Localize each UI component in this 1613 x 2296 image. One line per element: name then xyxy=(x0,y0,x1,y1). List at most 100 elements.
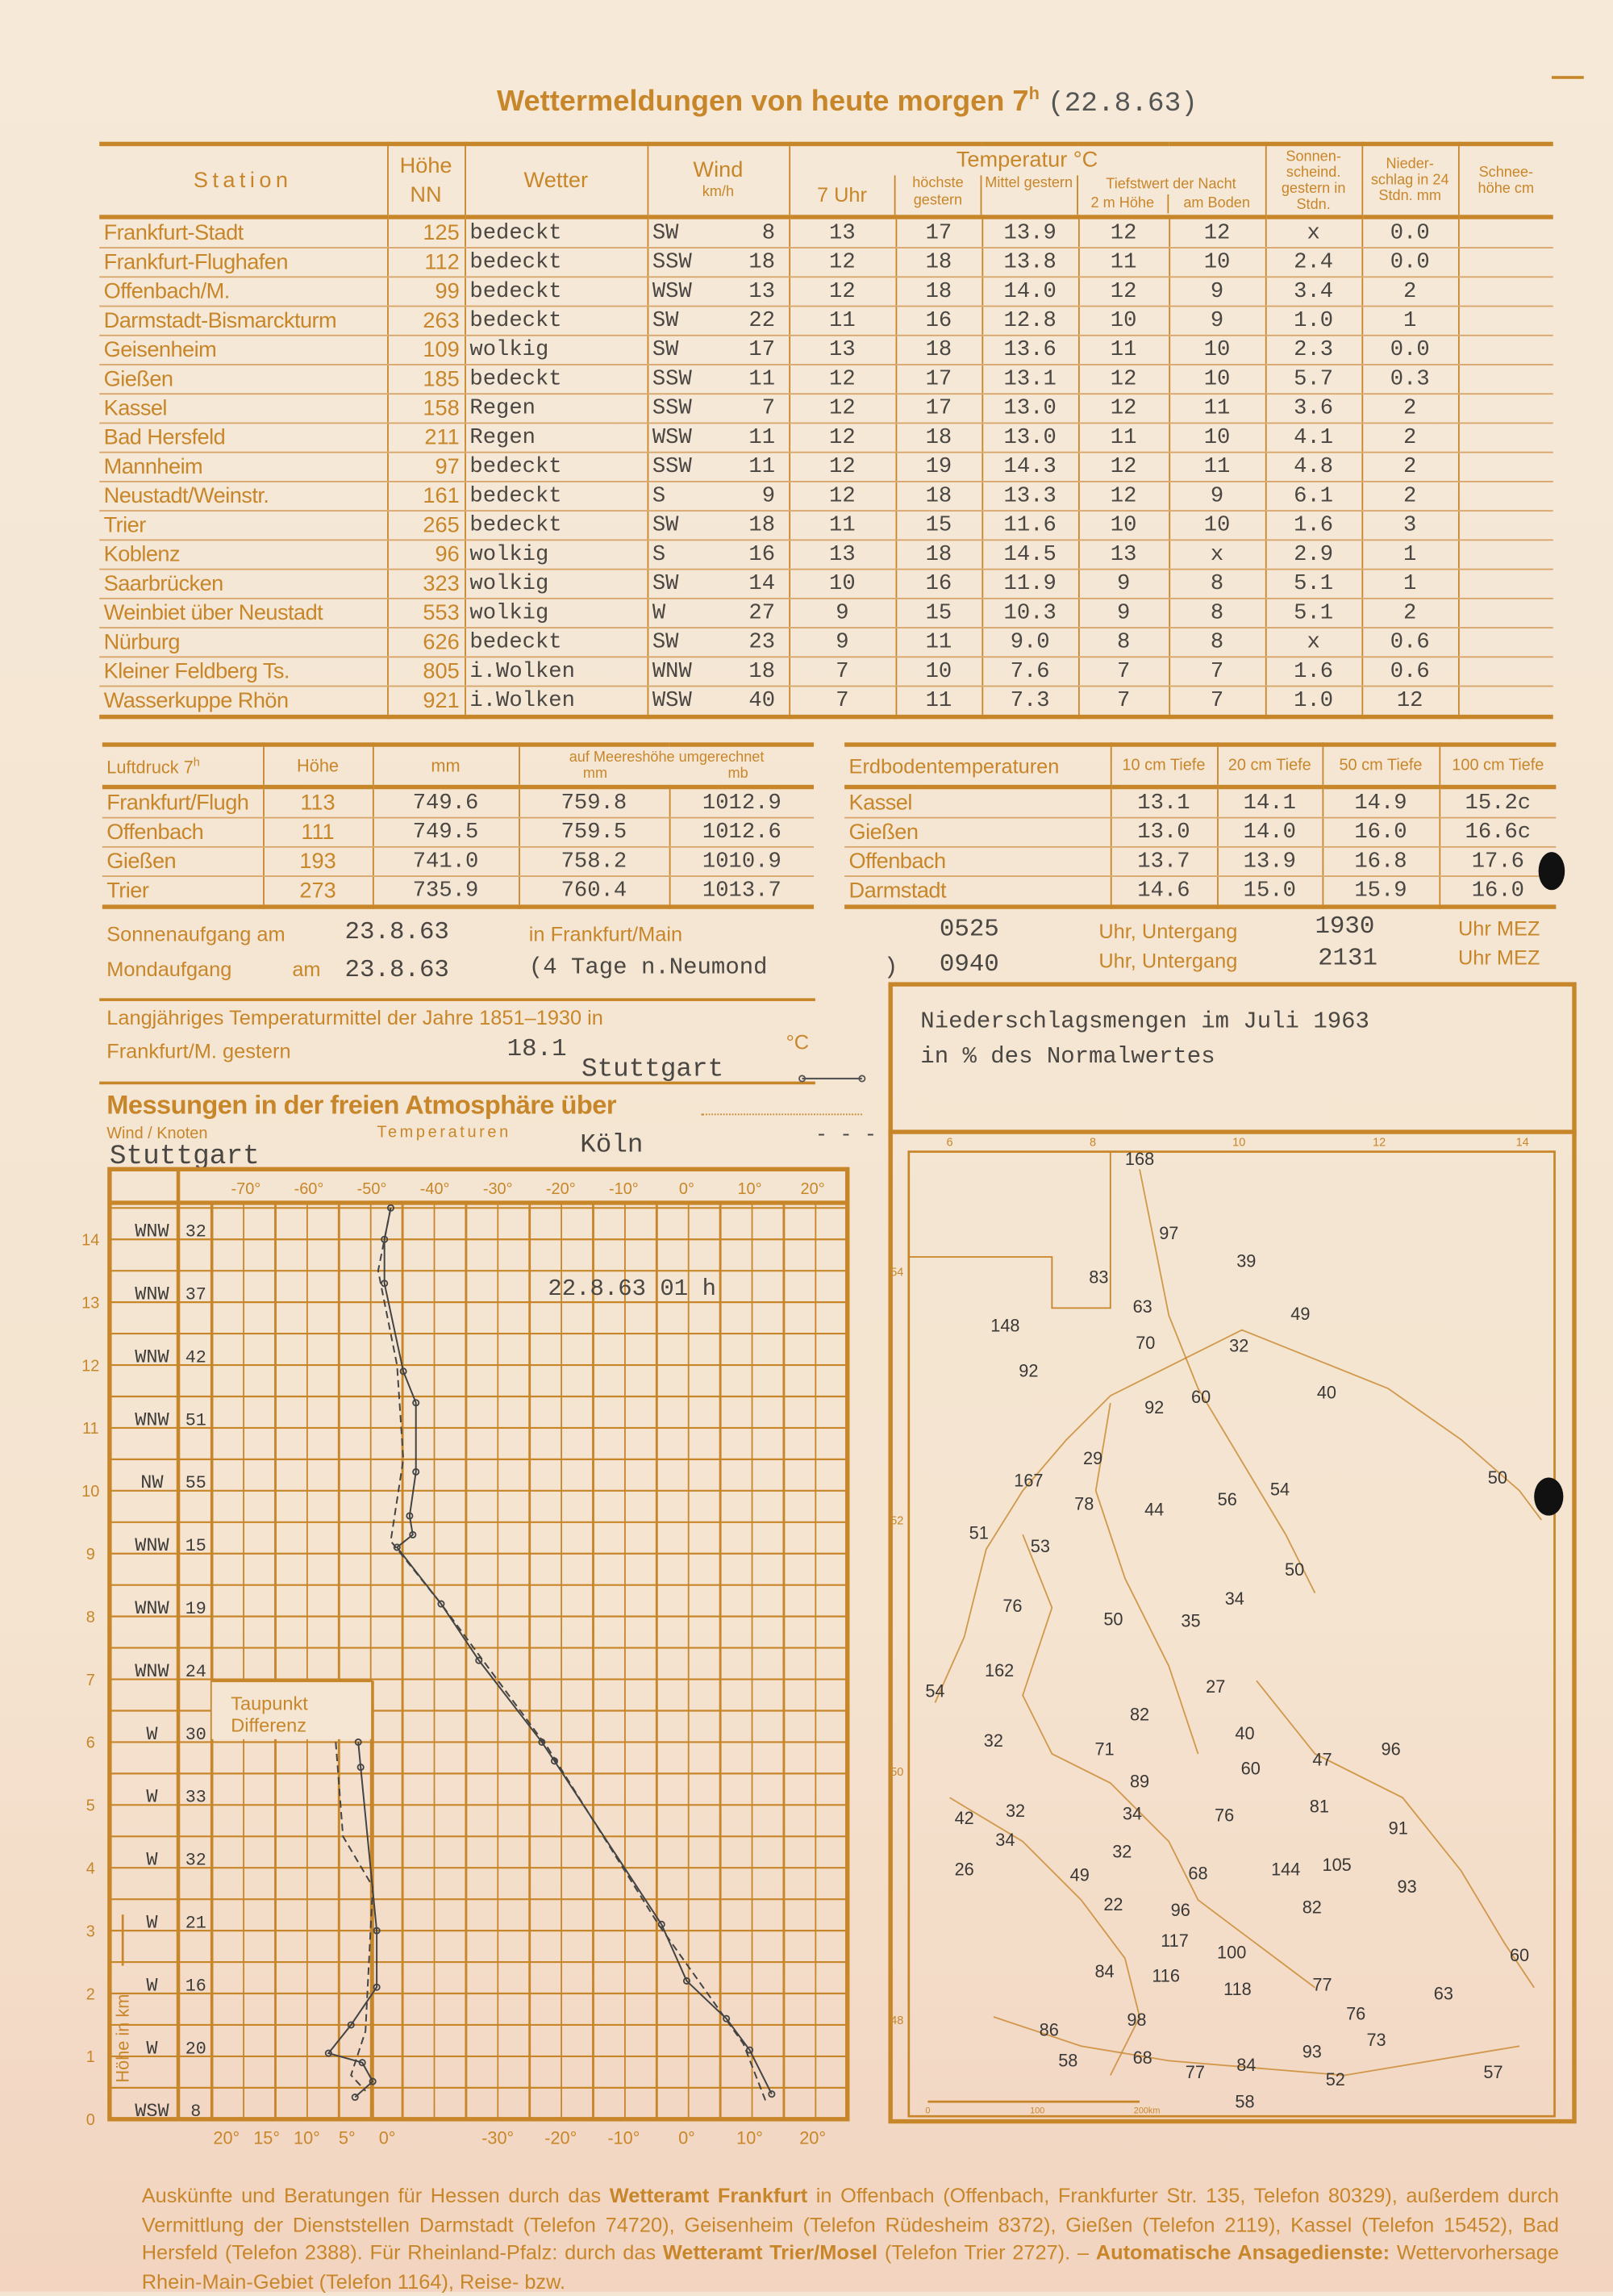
wind-speed: 11 xyxy=(748,454,776,480)
height-tick: 7 xyxy=(86,1672,95,1689)
temp-7h: 12 xyxy=(788,452,896,482)
dewpoint-label: Taupunkt xyxy=(231,1693,308,1714)
wind-speed-knots: 32 xyxy=(185,1222,206,1242)
wind-direction: W xyxy=(146,1850,158,1872)
soil-depth-header: 20 cm Tiefe xyxy=(1216,745,1323,790)
sounding-timestamp: 22.8.63 01 h xyxy=(548,1275,716,1302)
longitude-label: 10 xyxy=(1232,1136,1245,1149)
sea-mm: mm xyxy=(582,766,608,783)
wind-dir: W xyxy=(652,600,666,626)
precip: 0.6 xyxy=(1361,657,1458,687)
wind-direction: W xyxy=(146,1724,158,1746)
station-height: 265 xyxy=(386,511,465,541)
wind-speed: 8 xyxy=(761,220,776,246)
temp-min-ground: 9 xyxy=(1168,306,1265,336)
height-tick: 8 xyxy=(86,1609,95,1626)
wind-dir: SW xyxy=(652,220,679,246)
soil-row: Darmstadt 14.6 15.0 15.9 16.0 xyxy=(844,876,1557,908)
wind-speed-knots: 19 xyxy=(185,1599,206,1619)
temp-line-stuttgart-point xyxy=(409,1530,417,1538)
temp-min-2m: 12 xyxy=(1077,217,1169,248)
station-height: 211 xyxy=(386,423,465,453)
header-wind: Wind km/h xyxy=(646,144,790,219)
wind-dir: SSW xyxy=(652,366,692,392)
wind-speed: 11 xyxy=(748,366,776,392)
sunrise-label: Sonnenaufgang am xyxy=(106,922,286,946)
dewpoint-tick: 0° xyxy=(379,2128,396,2148)
precip-value: 39 xyxy=(1236,1251,1256,1271)
precip: 2 xyxy=(1361,452,1458,482)
top-temp-tick: -70° xyxy=(231,1180,261,1198)
dewpoint-tick: 10° xyxy=(294,2128,320,2148)
station-name: Darmstadt-Bismarckturm xyxy=(99,306,388,336)
sunshine: 4.8 xyxy=(1264,452,1362,482)
sunshine: 1.0 xyxy=(1264,306,1362,336)
temp-mean: 9.0 xyxy=(981,628,1078,658)
header-sonne: Sonnen- scheind. gestern in Stdn. xyxy=(1264,144,1362,219)
precip-value: 118 xyxy=(1223,1979,1252,1999)
longterm-unit: °C xyxy=(786,1030,810,1054)
precip-value: 58 xyxy=(1235,2091,1254,2111)
station-name: Trier xyxy=(99,511,388,541)
footer-text: in Offenbach (Offenbach, Frankfurter Str… xyxy=(141,2183,1560,2265)
station-height: 96 xyxy=(386,540,465,570)
pressure-station: Gießen xyxy=(102,846,264,877)
precip-value: 29 xyxy=(1083,1448,1102,1468)
station-row: Nürburg 626 bedeckt SW 23 9 11 9.0 8 8 x 0.6 xyxy=(99,628,1553,658)
temp-min-2m: 12 xyxy=(1077,277,1169,307)
wind: SW 8 xyxy=(646,217,790,248)
wind-speed: 14 xyxy=(748,571,776,597)
soil-station: Darmstadt xyxy=(844,876,1111,908)
wind-dir: S xyxy=(652,542,666,567)
top-temp-tick: -30° xyxy=(483,1180,513,1198)
temp-max: 18 xyxy=(894,248,982,278)
precip-value: 84 xyxy=(1236,2055,1256,2075)
top-temp-tick: 0° xyxy=(679,1180,694,1198)
temp-min-2m: 8 xyxy=(1077,628,1169,658)
tiefstwert-label: Tiefstwert der Nacht xyxy=(1106,177,1236,194)
header-nieder: Nieder- schlag in 24 Stdn. mm xyxy=(1361,144,1458,219)
precip: 2 xyxy=(1361,394,1458,424)
divider xyxy=(99,998,815,1001)
height-tick: 5 xyxy=(86,1797,95,1815)
sunshine: 2.9 xyxy=(1264,540,1362,570)
snow xyxy=(1457,569,1553,599)
sunshine: x xyxy=(1264,628,1362,658)
temp-min-2m: 7 xyxy=(1077,686,1169,718)
header-tiefstwert: Tiefstwert der Nacht 2 m Höhe am Boden xyxy=(1076,175,1265,213)
top-temp-tick: 20° xyxy=(801,1180,825,1198)
precip-value: 117 xyxy=(1161,1931,1189,1951)
precip: 2 xyxy=(1361,277,1458,307)
moonrise-am: am xyxy=(292,957,321,981)
temp-7h: 7 xyxy=(788,686,896,718)
soil-temp: 14.0 xyxy=(1216,817,1323,848)
legend-koeln: Köln xyxy=(580,1131,644,1161)
pressure-header-hoehe: Höhe xyxy=(262,745,373,790)
snow xyxy=(1457,481,1553,512)
precip-value: 77 xyxy=(1312,1974,1332,1994)
wind-direction: WNW xyxy=(135,1535,169,1557)
precip-value: 168 xyxy=(1125,1149,1154,1169)
pressure-height: 273 xyxy=(262,876,373,908)
bottom-temp-tick: -10° xyxy=(607,2128,640,2148)
sunshine: 1.6 xyxy=(1264,511,1362,541)
bottom-temp-tick: 0° xyxy=(678,2128,695,2148)
temp-mean: 13.0 xyxy=(981,394,1078,424)
precip-value: 70 xyxy=(1136,1333,1155,1353)
precip-value: 78 xyxy=(1074,1493,1094,1513)
temp-7h: 12 xyxy=(788,277,896,307)
sea-mb: 1012.6 xyxy=(668,817,815,848)
precip-value: 60 xyxy=(1510,1945,1529,1965)
soil-temp: 14.6 xyxy=(1109,876,1218,908)
wind-dir: WSW xyxy=(652,425,692,450)
wind-speed: 17 xyxy=(748,337,776,363)
height-tick: 9 xyxy=(86,1546,95,1563)
weather: Regen xyxy=(464,423,648,453)
temp-max: 10 xyxy=(894,657,982,687)
station-row: Kleiner Feldberg Ts. 805 i.Wolken WNW 18 7 10 7… xyxy=(99,657,1553,687)
soil-temp: 16.6c xyxy=(1438,817,1557,848)
footer-text: Auskünfte und Beratungen für Hessen durc… xyxy=(141,2183,610,2207)
pressure-title-sup: h xyxy=(193,754,200,768)
precip-value: 76 xyxy=(1002,1596,1022,1616)
soil-temp: 13.1 xyxy=(1109,787,1218,819)
